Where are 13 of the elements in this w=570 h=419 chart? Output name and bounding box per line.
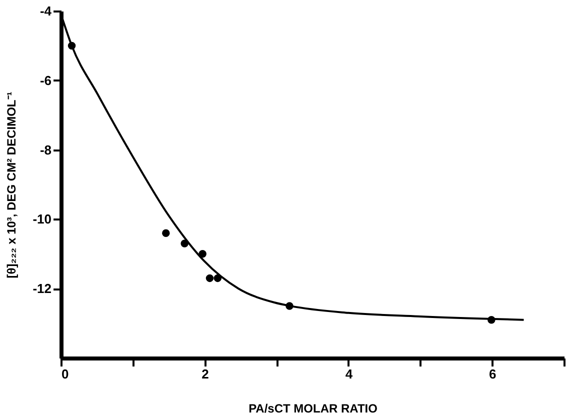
y-tick-label: -12 (32, 281, 52, 296)
x-axis-title: PA/sCT MOLAR RATIO (248, 402, 378, 416)
y-axis-title: [θ]₂₂₂ x 10³, DEG CM² DECIMOL⁻¹ (4, 92, 19, 278)
y-tick-label: -8 (40, 142, 52, 158)
y-tick-label: -4 (40, 4, 52, 18)
x-tick-label: 4 (345, 366, 354, 382)
x-tick-label: 0 (62, 366, 69, 382)
point (162, 229, 170, 237)
y-tick-label: -10 (32, 212, 52, 227)
x-tick-label: 6 (489, 366, 496, 382)
y-tick-label: -6 (40, 72, 52, 88)
x-tick-label: 2 (202, 366, 209, 382)
point (206, 274, 214, 282)
